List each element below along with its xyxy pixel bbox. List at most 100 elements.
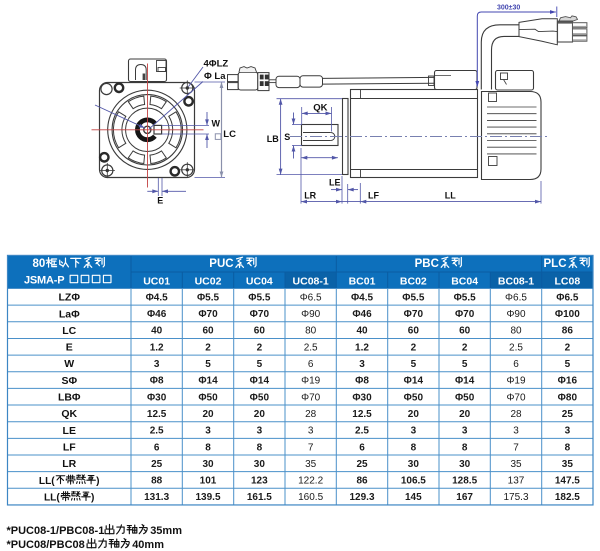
svg-text:LF: LF (368, 190, 379, 200)
svg-text:131.3: 131.3 (144, 492, 169, 503)
svg-text:160.5: 160.5 (298, 492, 323, 503)
svg-text:LC: LC (223, 129, 236, 140)
svg-text:30: 30 (254, 459, 266, 470)
svg-text:3: 3 (308, 426, 314, 437)
svg-text:35: 35 (562, 459, 574, 470)
svg-text:Φ14: Φ14 (250, 376, 270, 387)
svg-text:PBC: PBC (415, 258, 439, 270)
svg-text:122.2: 122.2 (298, 476, 323, 487)
svg-text:40mm: 40mm (132, 539, 164, 551)
svg-text:129.3: 129.3 (349, 492, 374, 503)
svg-text:2: 2 (411, 342, 417, 353)
svg-text:6: 6 (359, 442, 365, 453)
svg-text:Φ70: Φ70 (404, 309, 424, 320)
svg-text:E: E (157, 196, 163, 206)
svg-text:LL: LL (445, 190, 456, 200)
svg-text:20: 20 (202, 409, 214, 420)
svg-text:Φ70: Φ70 (198, 309, 218, 320)
svg-text:6: 6 (513, 359, 519, 370)
svg-text:2: 2 (205, 342, 211, 353)
svg-text:Φ5.5: Φ5.5 (454, 292, 477, 303)
svg-text:BC04: BC04 (451, 275, 478, 287)
svg-text:3: 3 (205, 426, 211, 437)
svg-text:Φ50: Φ50 (455, 392, 475, 403)
svg-text:175.3: 175.3 (503, 492, 528, 503)
svg-text:LR: LR (304, 190, 316, 200)
svg-text:161.5: 161.5 (247, 492, 272, 503)
svg-text:*PUC08-1/PBC08-1: *PUC08-1/PBC08-1 (7, 525, 105, 537)
svg-text:LC08: LC08 (555, 275, 581, 287)
svg-text:5: 5 (257, 359, 263, 370)
svg-text:3: 3 (411, 426, 417, 437)
svg-text:106.5: 106.5 (401, 476, 426, 487)
svg-text:W: W (64, 358, 74, 370)
svg-text:Φ6.5: Φ6.5 (556, 292, 579, 303)
svg-text:28: 28 (510, 409, 522, 420)
svg-text:LF: LF (63, 441, 76, 453)
svg-text:3: 3 (565, 426, 571, 437)
svg-text:3: 3 (359, 359, 365, 370)
svg-text:80: 80 (510, 326, 522, 337)
svg-text:Φ100: Φ100 (555, 309, 580, 320)
svg-text:6: 6 (154, 442, 160, 453)
svg-text:40: 40 (356, 326, 368, 337)
svg-text:Φ46: Φ46 (352, 309, 372, 320)
svg-text:2.5: 2.5 (304, 342, 318, 353)
svg-text:JSMA-P: JSMA-P (24, 275, 64, 287)
svg-text:3: 3 (154, 359, 160, 370)
svg-text:Φ4.5: Φ4.5 (146, 292, 169, 303)
svg-text:6: 6 (308, 359, 314, 370)
svg-text:BC02: BC02 (400, 275, 427, 287)
svg-text:W: W (212, 119, 221, 129)
svg-text:Φ50: Φ50 (198, 392, 218, 403)
svg-text:300±30: 300±30 (497, 4, 520, 11)
svg-text:Φ80: Φ80 (558, 392, 578, 403)
svg-text:30: 30 (202, 459, 214, 470)
svg-text:LaΦ: LaΦ (59, 308, 80, 320)
svg-text:UC08-1: UC08-1 (293, 275, 329, 287)
svg-text:20: 20 (254, 409, 266, 420)
svg-text:137: 137 (508, 476, 525, 487)
svg-text:Φ46: Φ46 (147, 309, 167, 320)
svg-text:60: 60 (254, 326, 266, 337)
svg-text:PUC: PUC (209, 258, 233, 270)
svg-text:88: 88 (151, 476, 163, 487)
svg-text:LL(: LL( (44, 492, 60, 503)
svg-text:145: 145 (405, 492, 422, 503)
svg-text:LB: LB (267, 134, 279, 144)
svg-text:Φ70: Φ70 (455, 309, 475, 320)
svg-text:8: 8 (257, 442, 263, 453)
svg-text:7: 7 (308, 442, 314, 453)
svg-text:Φ14: Φ14 (198, 376, 218, 387)
svg-text:12.5: 12.5 (352, 409, 372, 420)
svg-text:E: E (66, 342, 73, 354)
svg-text:Φ4.5: Φ4.5 (351, 292, 374, 303)
svg-text:Φ14: Φ14 (404, 376, 424, 387)
svg-text:Φ90: Φ90 (301, 309, 321, 320)
svg-text:Φ16: Φ16 (558, 376, 578, 387)
svg-text:Φ6.5: Φ6.5 (505, 292, 527, 303)
svg-text:LR: LR (62, 458, 76, 470)
svg-text:3: 3 (513, 426, 519, 437)
svg-text:3: 3 (462, 426, 468, 437)
svg-text:Φ6.5: Φ6.5 (300, 292, 322, 303)
svg-text:*PUC08/PBC08: *PUC08/PBC08 (7, 539, 85, 551)
svg-text:LZΦ: LZΦ (59, 292, 81, 304)
svg-text:2: 2 (257, 342, 263, 353)
svg-text:BC01: BC01 (349, 275, 376, 287)
svg-text:): ) (91, 492, 94, 503)
svg-text:139.5: 139.5 (195, 492, 220, 503)
svg-text:12.5: 12.5 (147, 409, 167, 420)
svg-text:Φ8: Φ8 (355, 376, 369, 387)
svg-text:1.2: 1.2 (355, 342, 369, 353)
svg-text:): ) (96, 476, 99, 487)
svg-text:UC02: UC02 (195, 275, 222, 287)
svg-text:LE: LE (63, 425, 76, 437)
svg-text:LC: LC (62, 325, 76, 337)
svg-text:4ΦLZ: 4ΦLZ (204, 59, 229, 70)
svg-text:123: 123 (251, 476, 268, 487)
svg-text:Φ5.5: Φ5.5 (197, 292, 220, 303)
svg-text:35: 35 (510, 459, 522, 470)
svg-text:8: 8 (565, 442, 571, 453)
svg-text:Φ70: Φ70 (301, 392, 321, 403)
